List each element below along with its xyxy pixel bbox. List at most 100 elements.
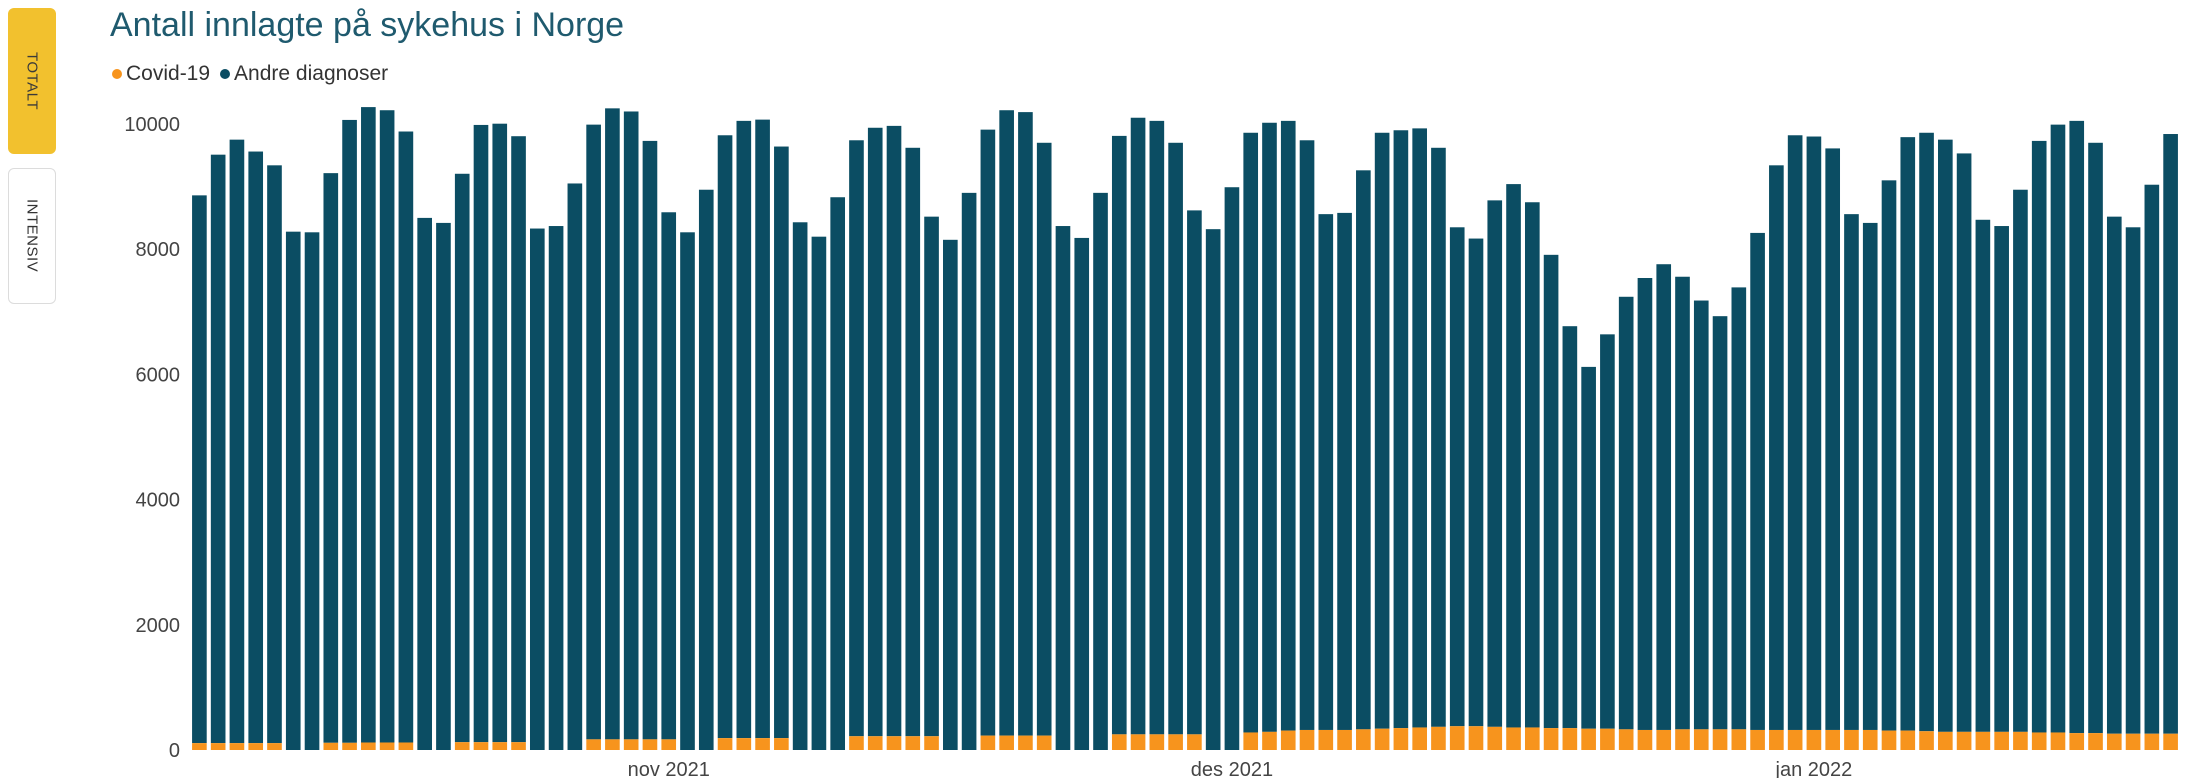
bar-andre-diagnoser[interactable]: [1187, 210, 1202, 735]
bar-andre-diagnoser[interactable]: [1036, 142, 1052, 736]
bar-covid[interactable]: [1111, 734, 1127, 750]
bar-andre-diagnoser[interactable]: [2163, 134, 2178, 734]
bar-andre-diagnoser[interactable]: [1262, 122, 1277, 732]
bar-andre-diagnoser[interactable]: [1018, 112, 1033, 736]
bar-andre-diagnoser[interactable]: [2125, 227, 2141, 734]
bar-andre-diagnoser[interactable]: [943, 239, 958, 750]
bar-andre-diagnoser[interactable]: [248, 151, 264, 744]
bar-covid[interactable]: [1956, 731, 1972, 750]
bar-andre-diagnoser[interactable]: [511, 136, 526, 743]
bar-covid[interactable]: [1712, 729, 1728, 750]
bar-covid[interactable]: [1018, 735, 1033, 750]
bar-covid[interactable]: [661, 739, 677, 750]
legend-item-covid[interactable]: Covid-19: [112, 62, 210, 86]
bar-andre-diagnoser[interactable]: [1787, 135, 1803, 730]
bar-andre-diagnoser[interactable]: [1318, 214, 1334, 730]
bar-andre-diagnoser[interactable]: [736, 120, 752, 739]
bar-andre-diagnoser[interactable]: [229, 139, 245, 744]
bar-andre-diagnoser[interactable]: [417, 217, 432, 750]
bar-andre-diagnoser[interactable]: [1431, 147, 1446, 727]
bar-covid[interactable]: [1769, 729, 1784, 750]
bar-covid[interactable]: [980, 735, 996, 750]
bar-covid[interactable]: [454, 742, 470, 750]
bar-covid[interactable]: [1412, 727, 1427, 750]
bar-andre-diagnoser[interactable]: [1243, 132, 1259, 733]
bar-andre-diagnoser[interactable]: [1712, 316, 1728, 730]
bar-andre-diagnoser[interactable]: [1994, 226, 2009, 732]
bar-andre-diagnoser[interactable]: [304, 232, 320, 751]
bar-covid[interactable]: [192, 743, 207, 750]
bar-covid[interactable]: [736, 738, 752, 750]
bar-andre-diagnoser[interactable]: [473, 124, 489, 743]
bar-andre-diagnoser[interactable]: [1543, 254, 1559, 729]
bar-covid[interactable]: [379, 742, 395, 750]
bar-andre-diagnoser[interactable]: [379, 110, 395, 743]
bar-covid[interactable]: [1280, 730, 1296, 750]
bar-covid[interactable]: [586, 739, 601, 750]
bar-covid[interactable]: [1187, 734, 1202, 750]
bar-andre-diagnoser[interactable]: [1299, 140, 1315, 730]
bar-covid[interactable]: [1975, 731, 1991, 750]
bar-andre-diagnoser[interactable]: [755, 119, 770, 739]
bar-andre-diagnoser[interactable]: [1938, 139, 1953, 732]
bar-andre-diagnoser[interactable]: [361, 107, 376, 743]
bar-andre-diagnoser[interactable]: [886, 125, 902, 737]
bar-covid[interactable]: [1524, 727, 1540, 750]
bar-covid[interactable]: [267, 743, 282, 750]
bar-andre-diagnoser[interactable]: [1900, 137, 1916, 731]
bar-covid[interactable]: [1543, 728, 1559, 750]
bar-covid[interactable]: [2069, 733, 2085, 750]
bar-covid[interactable]: [1919, 731, 1934, 750]
bar-andre-diagnoser[interactable]: [1693, 300, 1709, 730]
bar-covid[interactable]: [511, 742, 526, 750]
bar-andre-diagnoser[interactable]: [1750, 232, 1765, 730]
bar-covid[interactable]: [1299, 729, 1315, 750]
bar-andre-diagnoser[interactable]: [192, 195, 207, 744]
bar-covid[interactable]: [774, 738, 789, 750]
bar-covid[interactable]: [1900, 730, 1916, 750]
bar-covid[interactable]: [1487, 726, 1503, 750]
bar-andre-diagnoser[interactable]: [811, 236, 827, 750]
bar-andre-diagnoser[interactable]: [1487, 200, 1503, 727]
bar-andre-diagnoser[interactable]: [999, 110, 1014, 736]
bar-andre-diagnoser[interactable]: [924, 216, 939, 737]
bar-covid[interactable]: [1750, 729, 1765, 750]
bar-covid[interactable]: [1693, 729, 1709, 750]
bar-covid[interactable]: [717, 738, 733, 750]
bar-andre-diagnoser[interactable]: [323, 173, 339, 743]
bar-andre-diagnoser[interactable]: [1506, 184, 1521, 728]
bar-covid[interactable]: [2088, 733, 2103, 750]
bar-andre-diagnoser[interactable]: [2013, 189, 2028, 732]
bar-andre-diagnoser[interactable]: [1769, 165, 1784, 730]
bar-covid[interactable]: [492, 742, 508, 750]
bar-andre-diagnoser[interactable]: [567, 183, 583, 751]
bar-andre-diagnoser[interactable]: [717, 135, 733, 739]
bar-covid[interactable]: [886, 736, 902, 750]
bar-andre-diagnoser[interactable]: [342, 119, 357, 743]
bar-covid[interactable]: [473, 742, 489, 750]
bar-andre-diagnoser[interactable]: [1168, 142, 1183, 735]
bar-covid[interactable]: [999, 735, 1014, 750]
bar-covid[interactable]: [2031, 732, 2047, 750]
bar-covid[interactable]: [248, 743, 264, 750]
bar-covid[interactable]: [605, 739, 620, 750]
bar-andre-diagnoser[interactable]: [661, 212, 677, 740]
bar-covid[interactable]: [1581, 728, 1596, 750]
bar-covid[interactable]: [755, 738, 770, 750]
bar-andre-diagnoser[interactable]: [1862, 222, 1878, 730]
bar-andre-diagnoser[interactable]: [398, 131, 414, 743]
bar-andre-diagnoser[interactable]: [1581, 366, 1596, 729]
bar-covid[interactable]: [1393, 728, 1409, 750]
bar-andre-diagnoser[interactable]: [2144, 184, 2160, 734]
bar-andre-diagnoser[interactable]: [1844, 214, 1859, 730]
bar-covid[interactable]: [398, 742, 414, 750]
bar-covid[interactable]: [1844, 729, 1859, 750]
bar-covid[interactable]: [2106, 733, 2122, 750]
bar-covid[interactable]: [361, 742, 376, 750]
bar-covid[interactable]: [2050, 732, 2066, 750]
bar-andre-diagnoser[interactable]: [867, 127, 883, 737]
bar-covid[interactable]: [1675, 729, 1690, 750]
bar-covid[interactable]: [1618, 729, 1634, 750]
bar-andre-diagnoser[interactable]: [792, 222, 808, 750]
bar-covid[interactable]: [342, 742, 357, 750]
